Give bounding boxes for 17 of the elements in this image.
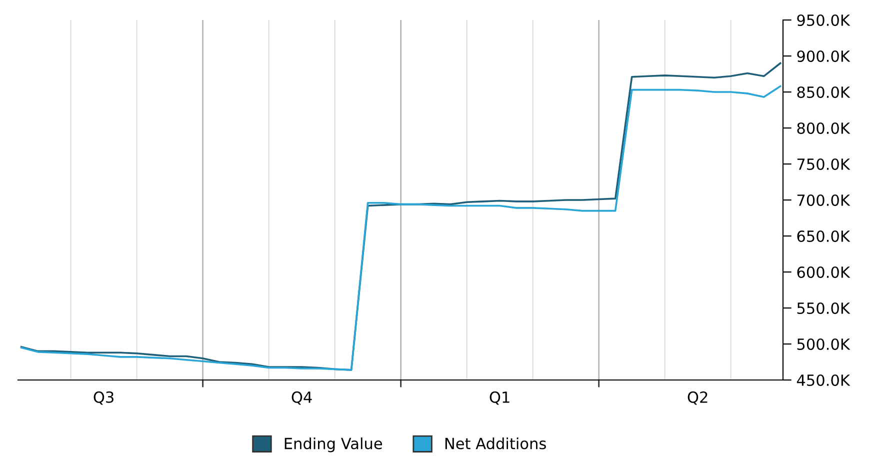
y-tick-label: 800.0K	[797, 122, 850, 134]
y-tick-label: 900.0K	[797, 50, 850, 62]
y-tick-label: 550.0K	[797, 302, 850, 314]
y-tick-label: 600.0K	[797, 266, 850, 278]
y-tick-label: 950.0K	[797, 14, 850, 26]
y-tick-label: 650.0K	[797, 230, 850, 242]
y-tick-label: 700.0K	[797, 194, 850, 206]
y-tick-label: 750.0K	[797, 158, 850, 170]
x-tick-label: Q2	[688, 391, 708, 405]
y-tick-label: 500.0K	[797, 338, 850, 350]
x-tick-label: Q4	[292, 391, 312, 405]
x-tick-label: Q3	[94, 391, 114, 405]
y-tick-label: 850.0K	[797, 86, 850, 98]
x-tick-label: Q1	[490, 391, 510, 405]
legend-label: Net Additions	[445, 437, 546, 450]
y-tick-label: 450.0K	[796, 374, 850, 386]
legend-label: Ending Value	[284, 437, 382, 452]
